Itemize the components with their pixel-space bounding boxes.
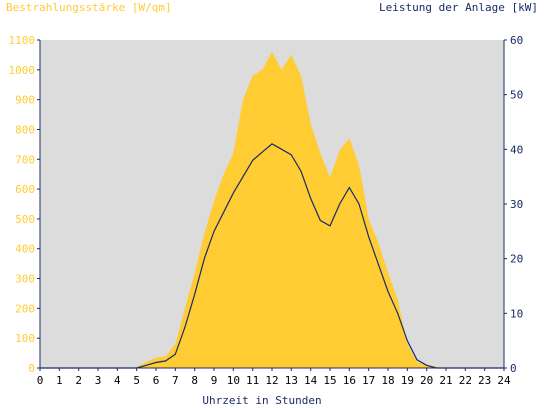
x-tick-label: 14 <box>304 374 318 387</box>
axes <box>37 39 507 371</box>
left-tick-label: 100 <box>15 332 35 345</box>
x-tick-label: 11 <box>246 374 259 387</box>
right-tick-label: 0 <box>510 362 517 375</box>
left-tick-label: 300 <box>15 273 35 286</box>
x-tick-label: 19 <box>401 374 414 387</box>
x-tick-label: 7 <box>172 374 179 387</box>
left-tick-label: 900 <box>15 94 35 107</box>
x-tick-label: 23 <box>478 374 491 387</box>
power-line-layer <box>40 143 504 369</box>
left-tick-label: 800 <box>15 123 35 136</box>
x-axis-label: Uhrzeit in Stunden <box>202 394 321 407</box>
left-tick-label: 700 <box>15 153 35 166</box>
right-axis-title: Leistung der Anlage [kW] <box>379 1 538 14</box>
left-tick-label: 500 <box>15 213 35 226</box>
x-tick-label: 17 <box>362 374 375 387</box>
left-tick-label: 200 <box>15 302 35 315</box>
right-tick-label: 30 <box>510 198 523 211</box>
x-tick-label: 1 <box>56 374 63 387</box>
left-axis-title: Bestrahlungsstärke [W/qm] <box>6 1 172 14</box>
x-tick-label: 10 <box>227 374 240 387</box>
x-tick-label: 15 <box>323 374 336 387</box>
x-tick-label: 16 <box>343 374 356 387</box>
x-tick-label: 24 <box>497 374 511 387</box>
left-tick-label: 1000 <box>9 64 36 77</box>
left-tick-label: 1100 <box>9 34 36 47</box>
left-tick-label: 0 <box>28 362 35 375</box>
x-tick-label: 12 <box>265 374 278 387</box>
x-tick-label: 5 <box>133 374 140 387</box>
x-tick-label: 21 <box>439 374 452 387</box>
x-tick-label: 18 <box>381 374 394 387</box>
irradiance-area <box>40 51 504 369</box>
right-tick-label: 50 <box>510 89 523 102</box>
tick-labels: 0100200300400500600700800900100011000102… <box>9 34 524 387</box>
x-tick-label: 3 <box>95 374 102 387</box>
x-tick-label: 2 <box>75 374 82 387</box>
x-tick-label: 0 <box>37 374 44 387</box>
right-tick-label: 40 <box>510 143 523 156</box>
x-tick-label: 13 <box>285 374 298 387</box>
x-tick-label: 6 <box>153 374 160 387</box>
irradiance-area-layer <box>40 51 504 369</box>
power-line <box>40 143 504 369</box>
right-tick-label: 60 <box>510 34 523 47</box>
x-tick-label: 8 <box>191 374 198 387</box>
x-tick-label: 20 <box>420 374 433 387</box>
x-tick-label: 22 <box>459 374 472 387</box>
right-tick-label: 20 <box>510 253 523 266</box>
x-tick-label: 9 <box>211 374 218 387</box>
left-tick-label: 600 <box>15 183 35 196</box>
right-tick-label: 10 <box>510 307 523 320</box>
x-tick-label: 4 <box>114 374 121 387</box>
left-tick-label: 400 <box>15 243 35 256</box>
